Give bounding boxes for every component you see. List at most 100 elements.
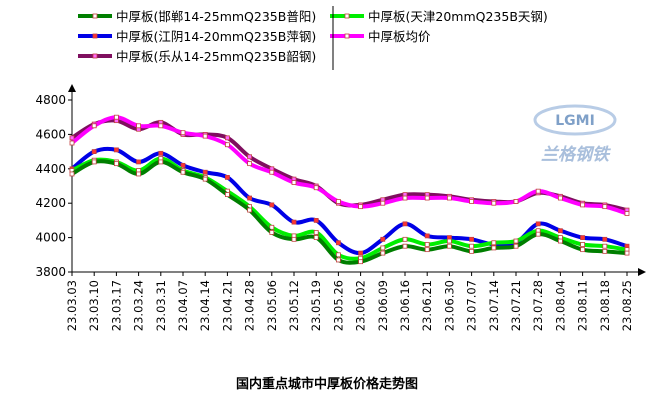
legend-label: 中厚板(江阴14-20mmQ235B萍钢) xyxy=(116,29,316,44)
x-tick-label: 23.05.19 xyxy=(309,280,323,331)
watermark-cn: 兰格钢铁 xyxy=(541,145,612,165)
legend-marker xyxy=(344,13,350,19)
data-point xyxy=(313,185,319,191)
data-point xyxy=(513,243,519,249)
data-point xyxy=(69,171,75,177)
x-tick-label: 23.03.03 xyxy=(65,280,79,331)
data-point xyxy=(247,161,253,167)
x-tick-label: 23.07.14 xyxy=(487,280,501,331)
y-tick-label: 4800 xyxy=(35,93,66,107)
data-point xyxy=(424,247,430,253)
data-point xyxy=(269,224,275,230)
x-tick-label: 23.03.24 xyxy=(132,280,146,331)
data-point xyxy=(558,238,563,244)
x-tick-label: 23.07.21 xyxy=(509,280,523,331)
data-point xyxy=(136,159,142,165)
data-point xyxy=(335,240,341,246)
x-tick-label: 23.06.30 xyxy=(442,280,456,331)
data-point xyxy=(114,114,119,120)
legend-item: 中厚板均价 xyxy=(330,29,431,44)
data-point xyxy=(513,238,519,244)
data-point xyxy=(313,217,319,223)
x-tick-label: 23.05.26 xyxy=(331,280,345,331)
x-tick-label: 23.04.28 xyxy=(243,280,257,331)
data-point xyxy=(469,236,475,242)
data-point xyxy=(535,231,541,237)
data-point xyxy=(446,243,452,249)
data-point xyxy=(424,242,430,247)
data-point xyxy=(491,200,497,206)
data-point xyxy=(136,171,142,177)
data-point xyxy=(602,243,608,249)
x-tick-label: 23.04.14 xyxy=(198,280,212,331)
y-tick-label: 4200 xyxy=(35,196,66,210)
data-point xyxy=(380,200,386,206)
data-point xyxy=(469,243,475,249)
data-point xyxy=(402,236,408,242)
data-point xyxy=(247,154,253,160)
series-1 xyxy=(69,146,630,256)
data-point xyxy=(180,130,186,136)
series-4 xyxy=(69,114,630,216)
legend-label: 中厚板均价 xyxy=(368,29,431,44)
data-point xyxy=(313,230,319,235)
series-line xyxy=(70,159,628,265)
data-point xyxy=(291,180,297,185)
data-point xyxy=(114,147,119,153)
x-tick-label: 23.06.21 xyxy=(420,280,434,331)
x-tick-label: 23.04.07 xyxy=(176,280,190,331)
legend-marker xyxy=(92,53,98,59)
data-point xyxy=(580,247,585,253)
data-point xyxy=(335,257,341,263)
data-point xyxy=(291,219,297,225)
legend-marker xyxy=(92,33,98,39)
data-point xyxy=(91,123,97,129)
axes xyxy=(68,84,646,276)
data-point xyxy=(335,252,341,258)
data-point xyxy=(114,161,119,167)
data-point xyxy=(335,199,341,204)
watermark-brand: LGMI xyxy=(555,113,595,129)
data-point xyxy=(380,250,386,256)
data-point xyxy=(424,195,430,201)
data-point xyxy=(380,236,386,242)
data-point xyxy=(358,259,364,265)
data-point xyxy=(469,248,475,254)
x-tick-label: 23.08.25 xyxy=(620,280,634,331)
x-tick-label: 23.08.04 xyxy=(553,280,567,331)
data-point xyxy=(446,238,452,244)
data-point xyxy=(202,133,208,139)
data-point xyxy=(224,192,230,198)
series-lines xyxy=(69,114,630,265)
y-axis-arrow xyxy=(68,84,76,92)
data-point xyxy=(91,159,97,165)
x-axis-ticks: 23.03.03 23.03.10 23.03.17 23.03.24 23.03.31… xyxy=(65,272,634,331)
x-tick-label: 23.03.31 xyxy=(154,280,168,331)
x-tick-label: 23.06.16 xyxy=(398,280,412,331)
data-point xyxy=(624,211,630,216)
data-point xyxy=(535,188,541,194)
x-tick-label: 23.06.09 xyxy=(376,280,390,331)
x-tick-label: 23.04.21 xyxy=(220,280,234,331)
legend-marker xyxy=(92,13,98,19)
legend-marker xyxy=(344,33,350,39)
data-point xyxy=(358,250,364,256)
data-point xyxy=(624,250,630,256)
legend-label: 中厚板(邯郸14-25mmQ235B普阳) xyxy=(116,9,316,24)
data-point xyxy=(269,169,275,175)
data-point xyxy=(202,169,208,175)
data-point xyxy=(180,169,186,175)
data-point xyxy=(402,195,408,201)
data-point xyxy=(180,162,186,168)
series-line xyxy=(71,156,628,261)
data-point xyxy=(291,236,297,242)
data-point xyxy=(224,135,230,141)
data-point xyxy=(380,245,386,251)
data-point xyxy=(558,228,563,234)
data-point xyxy=(580,242,585,247)
data-point xyxy=(158,123,164,129)
data-point xyxy=(269,202,275,208)
y-tick-label: 3800 xyxy=(35,265,66,279)
data-point xyxy=(602,236,608,242)
